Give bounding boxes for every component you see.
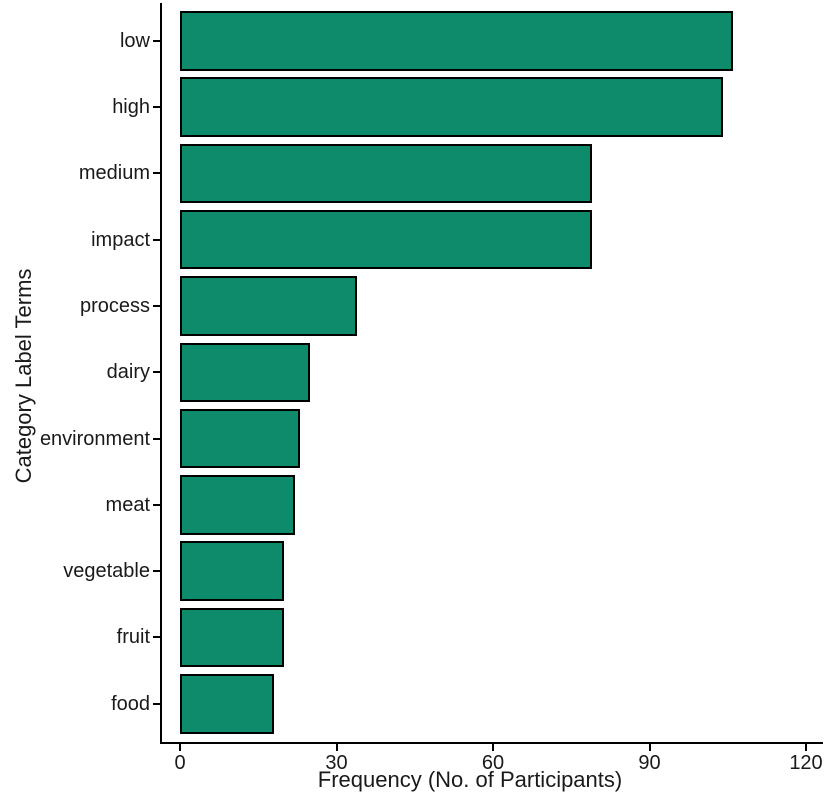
y-tick-label-dairy: dairy: [106, 361, 150, 384]
bar-high: [180, 77, 723, 137]
y-tick-mark-low: [153, 39, 160, 42]
y-tick-mark-meat: [153, 503, 160, 506]
y-tick-label-low: low: [119, 29, 150, 52]
x-tick-label-120: 120: [789, 752, 823, 774]
y-tick-label-medium: medium: [78, 162, 150, 185]
y-tick-mark-dairy: [153, 371, 160, 374]
x-tick-mark-60: [492, 744, 494, 751]
x-tick-label-0: 0: [174, 752, 186, 774]
y-tick-mark-fruit: [153, 636, 160, 639]
y-tick-label-process: process: [79, 294, 150, 317]
y-tick-label-impact: impact: [91, 228, 150, 251]
y-tick-mark-process: [153, 304, 160, 307]
bar-process: [180, 276, 358, 336]
y-tick-mark-vegetable: [153, 570, 160, 573]
x-tick-mark-120: [805, 744, 807, 751]
x-tick-label-60: 60: [481, 752, 505, 774]
bar-impact: [180, 209, 593, 270]
x-axis-title: Frequency (No. of Participants): [317, 767, 623, 792]
bar-vegetable: [180, 541, 285, 601]
y-tick-label-vegetable: vegetable: [63, 560, 150, 583]
x-tick-label-30: 30: [325, 752, 348, 774]
y-tick-label-food: food: [111, 692, 150, 715]
x-tick-mark-30: [335, 744, 338, 751]
bar-environment: [180, 408, 300, 469]
plot-panel: [160, 3, 823, 744]
x-tick-mark-0: [179, 744, 181, 751]
x-tick-mark-90: [648, 744, 651, 751]
x-tick-label-90: 90: [638, 752, 661, 774]
bar-dairy: [180, 342, 311, 402]
y-tick-label-environment: environment: [39, 427, 150, 450]
y-tick-label-high: high: [112, 96, 150, 119]
bar-fruit: [180, 607, 285, 668]
y-tick-label-meat: meat: [105, 493, 150, 516]
y-tick-mark-food: [153, 702, 160, 705]
y-tick-mark-impact: [153, 238, 160, 241]
y-tick-mark-high: [153, 106, 160, 109]
bar-food: [180, 674, 274, 734]
y-tick-label-fruit: fruit: [116, 626, 150, 649]
bar-meat: [180, 475, 295, 535]
y-tick-mark-environment: [153, 437, 160, 440]
bar-medium: [180, 143, 593, 204]
y-tick-mark-medium: [153, 172, 160, 175]
bar-low: [180, 11, 733, 71]
